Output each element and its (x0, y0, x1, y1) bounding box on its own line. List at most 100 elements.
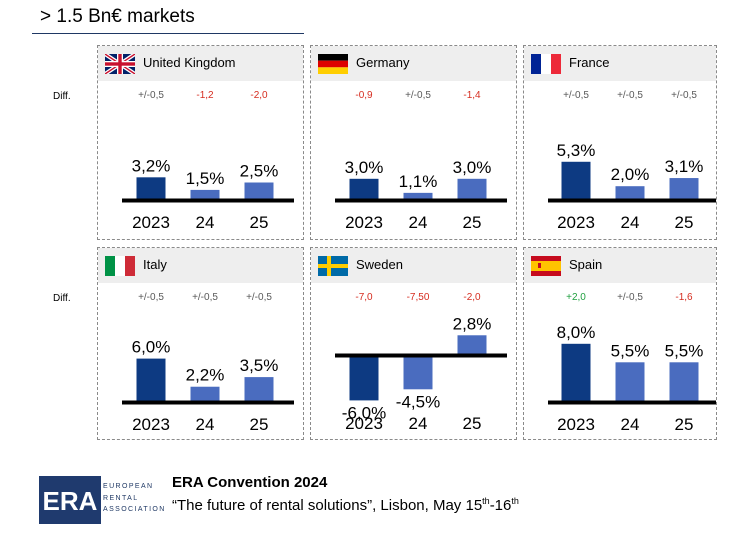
diff-value: -2,0 (463, 292, 481, 303)
data-label: 5,5% (611, 341, 650, 360)
data-label: 3,2% (132, 156, 171, 175)
bar (403, 356, 433, 390)
title-underline (32, 33, 304, 34)
es-flag-icon (531, 256, 561, 276)
category-label: 24 (409, 213, 428, 232)
axis-line (548, 198, 716, 203)
category-label: 2023 (345, 213, 383, 232)
chart-panel-germany: Germany -0,9 3,0% 2023 +/-0,5 1,1% 24 -1,4 3,0%… (310, 45, 517, 240)
chart-panel-sweden: Sweden -7,0 -6,0% 2023 -7,50 -4,5% 24 -2,0 2,8%… (310, 247, 517, 440)
uk-flag-icon (105, 54, 135, 74)
bar (615, 362, 645, 403)
panel-header: France (524, 46, 716, 81)
data-label: -6,0% (342, 403, 386, 422)
category-label: 25 (675, 415, 694, 434)
page-title: > 1.5 Bn€ markets (40, 6, 195, 27)
axis-line (548, 400, 716, 405)
diff-value: +/-0,5 (405, 90, 431, 101)
bar-chart: +/-0,5 6,0% 2023 +/-0,5 2,2% 24 +/-0,5 3,5% 25 (122, 292, 294, 434)
data-label: 2,2% (186, 366, 225, 385)
bar (561, 161, 591, 201)
country-name: Germany (356, 55, 410, 70)
bar (136, 358, 166, 403)
bar (669, 178, 699, 201)
category-label: 24 (621, 213, 640, 232)
diff-value: +/-0,5 (617, 90, 643, 101)
country-name: United Kingdom (143, 55, 236, 70)
bar (349, 178, 379, 201)
diff-value: -0,9 (355, 90, 373, 101)
se-flag-icon (318, 256, 348, 276)
diff-value: +/-0,5 (138, 292, 164, 303)
diff-value: -7,0 (355, 292, 373, 303)
diff-value: +/-0,5 (138, 90, 164, 101)
diff-value: -1,4 (463, 90, 481, 101)
chart-panel-france: France +/-0,5 5,3% 2023 +/-0,5 2,0% 24 +/-0,5 3… (523, 45, 717, 240)
bar (244, 377, 274, 403)
bar (457, 178, 487, 201)
diff-row-label: Diff. (53, 293, 71, 304)
era-logo: ERA (39, 476, 101, 524)
category-label: 25 (250, 213, 269, 232)
country-name: France (569, 55, 610, 70)
category-label: 24 (409, 414, 428, 433)
panel-header: Spain (524, 248, 716, 283)
diff-value: +/-0,5 (563, 90, 589, 101)
fr-flag-icon (531, 54, 561, 74)
category-label: 2023 (557, 415, 595, 434)
convention-title: ERA Convention 2024 (172, 474, 328, 491)
data-label: 5,5% (665, 341, 704, 360)
panel-header: United Kingdom (98, 46, 303, 81)
data-label: 3,1% (665, 157, 704, 176)
bar-chart: -0,9 3,0% 2023 +/-0,5 1,1% 24 -1,4 3,0% 25 (335, 90, 507, 232)
data-label: 6,0% (132, 338, 171, 357)
bar-chart: -7,0 -6,0%2023 -7,50 -4,5% 24 -2,0 2,8% 25 (335, 292, 507, 433)
data-label: 2,5% (240, 162, 279, 181)
diff-value: -2,0 (250, 90, 268, 101)
bar (190, 386, 220, 403)
diff-value: +/-0,5 (671, 90, 697, 101)
bar-chart: +/-0,5 5,3% 2023 +/-0,5 2,0% 24 +/-0,5 3,1% 25 (548, 90, 716, 232)
panel-header: Italy (98, 248, 303, 283)
category-label: 2023 (557, 213, 595, 232)
bar (136, 177, 166, 201)
logo-line: RENTAL (103, 494, 139, 502)
data-label: 5,3% (557, 141, 596, 160)
bar (244, 182, 274, 201)
country-name: Spain (569, 257, 603, 272)
logo-line: EUROPEAN (103, 483, 154, 490)
data-label: 8,0% (557, 323, 596, 342)
diff-value: +/-0,5 (246, 292, 272, 303)
bar-chart: +2,0 8,0% 2023 +/-0,5 5,5% 24 -1,6 5,5% 25 (548, 292, 716, 434)
diff-value: +2,0 (566, 292, 586, 303)
diff-value: +/-0,5 (617, 292, 643, 303)
category-label: 2023 (132, 213, 170, 232)
category-label: 24 (196, 415, 215, 434)
diff-value: -1,2 (196, 90, 214, 101)
category-label: 2023 (345, 414, 383, 433)
data-label: 1,1% (399, 172, 438, 191)
chart-panel-italy: Italy +/-0,5 6,0% 2023 +/-0,5 2,2% 24 +/-0,5 3,… (97, 247, 304, 440)
category-label: 2023 (132, 415, 170, 434)
chart-panel-uk: United Kingdom +/-0,5 3,2% 2023 -1,2 1,5% 24 -… (97, 45, 304, 240)
logo-line: ASSOCIATION (103, 506, 166, 513)
bar (457, 335, 487, 356)
it-flag-icon (105, 256, 135, 276)
logo-wordmark: EUROPEAN RENTAL ASSOCIATION (103, 481, 166, 516)
bar (190, 189, 220, 201)
bar (615, 186, 645, 201)
data-label: 3,0% (345, 158, 384, 177)
data-label: 1,5% (186, 169, 225, 188)
category-label: 25 (463, 414, 482, 433)
axis-line (335, 198, 507, 203)
data-label: 3,5% (240, 356, 279, 375)
chart-panel-spain: Spain +2,0 8,0% 2023 +/-0,5 5,5% 24 -1,6 5,5% 25 (523, 247, 717, 440)
category-label: 25 (250, 415, 269, 434)
bar (349, 356, 379, 401)
category-label: 25 (463, 213, 482, 232)
bar (561, 343, 591, 403)
category-label: 24 (196, 213, 215, 232)
country-name: Sweden (356, 257, 403, 272)
convention-subtitle: “The future of rental solutions”, Lisbon… (172, 496, 519, 514)
data-label: 3,0% (453, 158, 492, 177)
